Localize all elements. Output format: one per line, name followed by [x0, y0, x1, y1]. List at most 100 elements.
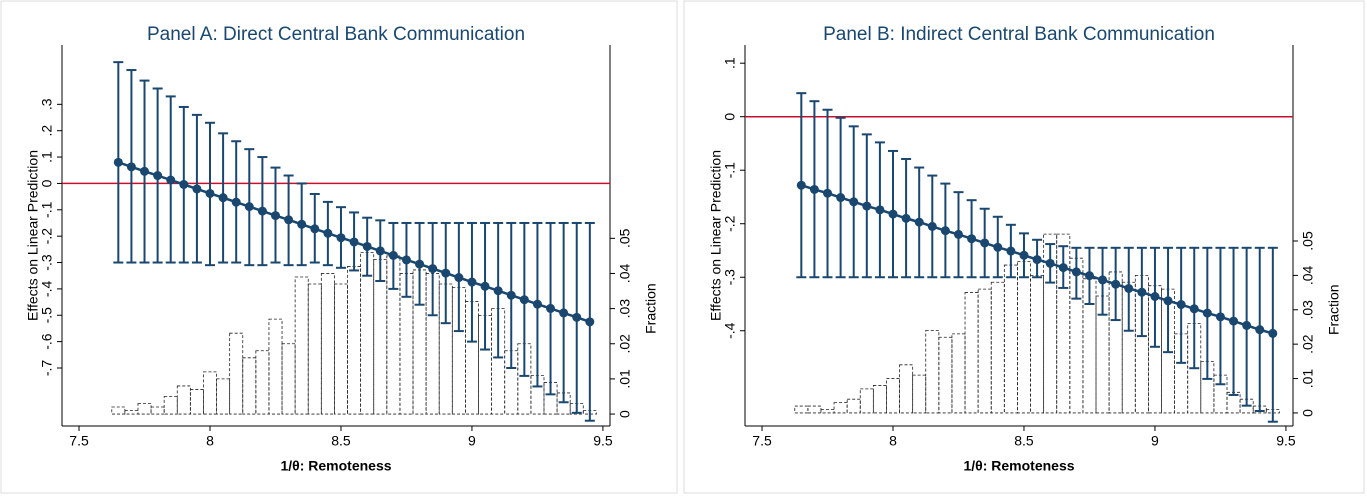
estimate-point [1124, 283, 1134, 293]
y2-tick-label: 0 [1300, 409, 1316, 417]
estimate-point [454, 273, 464, 283]
y2-tick-label: .05 [617, 228, 633, 248]
y-tick-label: -.7 [39, 360, 55, 377]
y-tick-label: -.6 [39, 333, 55, 350]
estimate-point [862, 201, 872, 211]
estimate-point [823, 188, 833, 198]
estimate-point [940, 226, 950, 236]
estimate-point [1084, 271, 1094, 281]
estimate-point [1215, 312, 1225, 322]
estimate-point [888, 209, 898, 219]
histogram-bar [938, 336, 953, 414]
x-tick-label: 7.5 [752, 433, 772, 449]
estimate-point [546, 303, 556, 313]
estimate-point [796, 180, 806, 190]
histogram-bar [951, 333, 966, 414]
estimate-point [480, 281, 490, 291]
estimate-point [428, 264, 438, 274]
estimate-point [967, 234, 977, 244]
estimate-point [1229, 316, 1239, 326]
histogram-bar [334, 283, 348, 415]
estimate-point [113, 157, 123, 167]
estimate-point [244, 202, 254, 212]
estimate-point [993, 242, 1003, 252]
y-axis-label: Effects on Linear Prediction [708, 150, 724, 321]
y-tick-label: -.1 [39, 201, 55, 218]
estimate-point [1032, 255, 1042, 265]
y2-axis-label: Fraction [643, 283, 659, 334]
y2-axis-label: Fraction [1326, 284, 1342, 335]
estimate-point [467, 277, 477, 287]
estimate-point [336, 233, 346, 243]
estimate-point [401, 255, 411, 265]
y2-tick-label: .02 [617, 334, 633, 354]
y-tick-label: -.4 [722, 322, 738, 339]
estimate-point [980, 238, 990, 248]
histogram-bar [137, 403, 152, 415]
y-tick-label: -.5 [39, 307, 55, 324]
estimate-point [257, 206, 267, 216]
histogram-bar [859, 388, 874, 414]
y2-tick-label: .03 [1300, 300, 1316, 320]
histogram-bar [176, 385, 191, 415]
estimate-point [1150, 292, 1160, 302]
histogram-bar [268, 318, 283, 415]
y-tick-label: -.3 [722, 269, 738, 286]
estimate-point [1268, 328, 1278, 338]
estimate-point [532, 299, 542, 309]
estimate-point [1058, 263, 1068, 273]
estimate-point [927, 221, 937, 231]
histogram-bar [1030, 274, 1045, 414]
estimate-point [349, 237, 359, 247]
histogram-bar [124, 410, 139, 415]
estimate-point [179, 179, 189, 189]
estimate-point [875, 205, 885, 215]
histogram-bar [833, 402, 848, 414]
estimate-point [901, 213, 911, 223]
x-axis-label: 1/θ: Remoteness [963, 458, 1074, 474]
histogram-bar [925, 330, 940, 414]
x-tick-label: 8 [206, 433, 214, 449]
histogram-bar [820, 409, 835, 414]
histogram-bar [1043, 233, 1058, 414]
y2-tick-label: .03 [617, 299, 633, 319]
panel-a: Panel A: Direct Central Bank Communicati… [0, 0, 678, 494]
histogram-bar [294, 276, 309, 415]
estimate-point [153, 171, 163, 181]
y2-tick-label: .01 [1300, 369, 1316, 389]
histogram-bar [990, 281, 1005, 414]
estimate-point [1006, 246, 1016, 256]
estimate-point [218, 193, 228, 203]
estimate-point [1045, 258, 1055, 268]
histogram-bar [872, 385, 887, 414]
y-tick-label: .2 [39, 125, 55, 137]
estimate-point [231, 197, 241, 207]
estimate-point [1176, 300, 1186, 310]
histogram-bar [216, 378, 231, 415]
histogram-bar [1003, 264, 1018, 414]
histogram-bar [886, 378, 900, 414]
estimate-point [572, 312, 582, 322]
histogram-bar [255, 350, 270, 415]
estimate-point [519, 295, 529, 305]
histogram-bar [242, 357, 257, 415]
y2-tick-label: .04 [617, 264, 633, 284]
y-tick-label: -.3 [39, 254, 55, 271]
panel-frame [0, 0, 678, 494]
estimate-point [388, 250, 398, 260]
estimate-point [1242, 320, 1252, 330]
histogram-bar [964, 292, 979, 414]
histogram-bar [320, 273, 335, 415]
y2-tick-label: .05 [1300, 231, 1316, 251]
y-axis-label: Effects on Linear Prediction [25, 150, 41, 321]
estimate-point [914, 217, 924, 227]
y2-tick-label: .04 [1300, 265, 1316, 285]
x-tick-label: 8.5 [1014, 433, 1034, 449]
estimate-point [836, 193, 846, 203]
y-tick-label: .3 [39, 98, 55, 110]
y2-tick-label: .02 [1300, 334, 1316, 354]
estimate-point [506, 290, 516, 300]
y-tick-label: -.2 [39, 228, 55, 245]
estimate-point [493, 286, 503, 296]
histogram-bar [347, 266, 362, 415]
